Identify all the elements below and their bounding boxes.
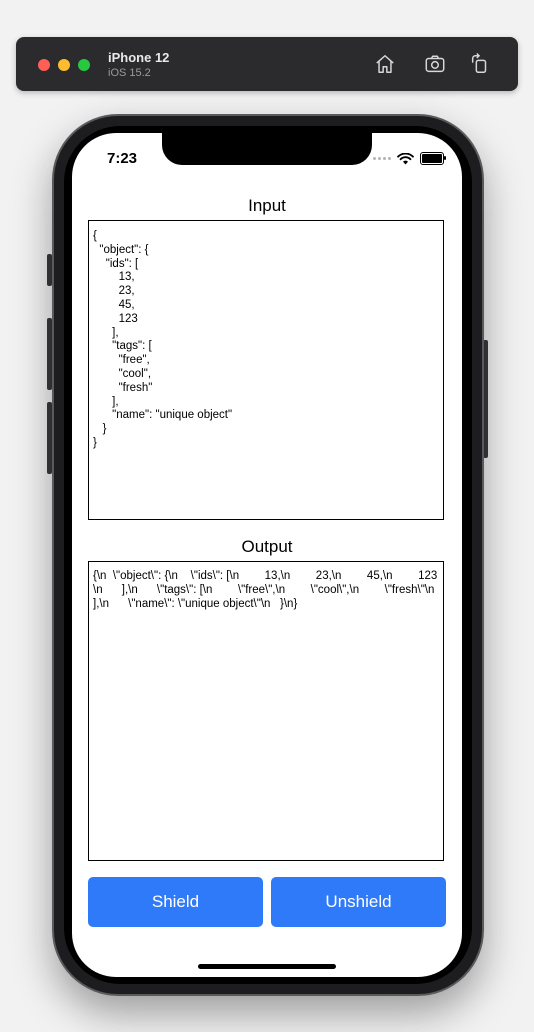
volume-down-button bbox=[47, 402, 52, 474]
screenshot-button[interactable] bbox=[423, 52, 447, 76]
battery-icon bbox=[420, 152, 446, 165]
home-button[interactable] bbox=[373, 52, 397, 76]
rotate-icon bbox=[471, 53, 487, 73]
status-icons bbox=[373, 152, 446, 165]
output-textarea[interactable]: {\n \"object\": {\n \"ids\": [\n 13,\n 2… bbox=[88, 561, 444, 861]
signal-icon bbox=[373, 157, 391, 160]
wifi-icon bbox=[397, 152, 414, 164]
status-time: 7:23 bbox=[107, 150, 138, 167]
home-icon bbox=[376, 55, 394, 73]
unshield-button[interactable]: Unshield bbox=[271, 877, 446, 927]
input-label: Input bbox=[248, 196, 286, 215]
simulator-title-bar: iPhone 12 iOS 15.2 bbox=[16, 37, 518, 91]
close-window-button[interactable] bbox=[38, 59, 50, 71]
rotate-button[interactable] bbox=[468, 52, 492, 76]
output-label: Output bbox=[241, 537, 293, 556]
silent-switch bbox=[47, 254, 52, 286]
os-version: iOS 15.2 bbox=[108, 67, 151, 79]
shield-button[interactable]: Shield bbox=[88, 877, 263, 927]
input-textarea[interactable]: { "object": { "ids": [ 13, 23, 45, 123 ]… bbox=[88, 220, 444, 520]
home-indicator[interactable] bbox=[198, 964, 336, 969]
phone-screen: 7:23 Input { "object": { "ids": [ 13, 23… bbox=[72, 133, 462, 977]
screenshot-icon bbox=[425, 55, 445, 73]
zoom-window-button[interactable] bbox=[78, 59, 90, 71]
minimize-window-button[interactable] bbox=[58, 59, 70, 71]
volume-up-button bbox=[47, 318, 52, 390]
notch bbox=[162, 133, 372, 165]
power-button bbox=[483, 340, 488, 458]
device-name: iPhone 12 bbox=[108, 50, 170, 65]
